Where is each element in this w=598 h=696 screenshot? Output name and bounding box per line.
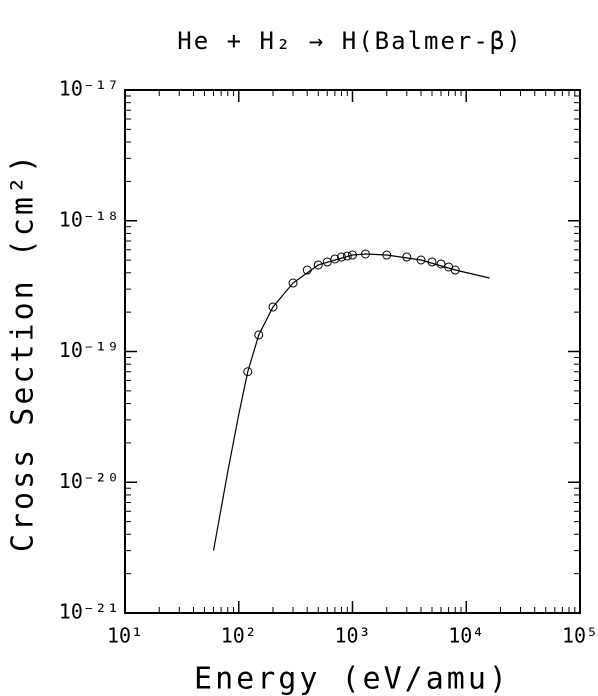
data-point (427, 257, 437, 267)
data-point (336, 252, 346, 262)
data-point (322, 257, 332, 267)
data-point (450, 265, 460, 275)
data-point (382, 250, 392, 260)
data-point (313, 260, 323, 270)
y-tick-label: 10⁻²⁰ (59, 469, 119, 493)
data-point (288, 278, 298, 288)
y-tick-label: 10⁻¹⁹ (59, 338, 119, 362)
data-point (342, 251, 352, 261)
x-tick-label: 10³ (334, 624, 370, 648)
data-line (212, 253, 490, 551)
x-tick-label: 10¹ (107, 624, 143, 648)
y-tick-label: 10⁻¹⁸ (59, 207, 119, 231)
data-point (402, 252, 412, 262)
data-point (416, 255, 426, 265)
y-tick-label: 10⁻¹⁷ (59, 77, 119, 101)
x-tick-label: 10² (221, 624, 257, 648)
data-point (302, 265, 312, 275)
y-axis-label: Cross Section (cm²) (6, 152, 41, 552)
data-point (243, 367, 253, 377)
chart-title: He + H₂ → H(Balmer-β) (177, 27, 522, 55)
data-point (268, 302, 278, 312)
data-point (360, 249, 370, 259)
data-point (348, 250, 357, 260)
plot-frame (124, 89, 581, 614)
data-point (436, 259, 446, 269)
x-axis-label: Energy (eV/amu) (194, 662, 510, 696)
x-tick-label: 10⁵ (562, 624, 598, 648)
y-tick-label: 10⁻²¹ (59, 600, 119, 624)
x-tick-label: 10⁴ (448, 624, 484, 648)
data-point (330, 254, 340, 264)
data-point (254, 330, 264, 340)
